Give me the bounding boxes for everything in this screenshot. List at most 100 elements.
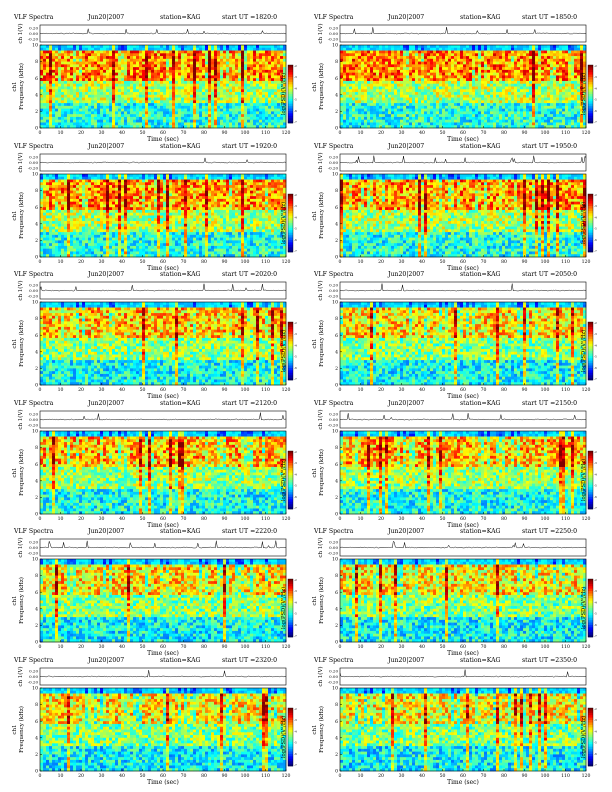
y-tick-label: 0 (35, 255, 38, 261)
x-tick-label: 80 (501, 130, 507, 136)
x-tick-label: 0 (339, 773, 342, 779)
y-tick-label: 2 (35, 752, 38, 758)
x-tick-label: 10 (358, 516, 364, 522)
y-tick-label: 6 (35, 462, 38, 468)
x-tick-label: 0 (39, 387, 42, 393)
spectrogram-svg: 0.200.00-0.20 ch 1(V) 0 2 4 6 8 10 ch1 Frequency … (312, 152, 597, 272)
x-tick-label: 80 (201, 644, 207, 650)
colorbar-tick-label: -3 (294, 718, 297, 722)
waveform-frame (39, 410, 287, 429)
colorbar-tick-label: -2 (294, 193, 297, 197)
y-tick-label: 0 (335, 383, 338, 389)
x-tick-label: 110 (561, 516, 570, 522)
panel-station: station=KAG (160, 143, 201, 150)
x-tick-label: 40 (119, 259, 125, 265)
y-tick-label: 2 (335, 366, 338, 372)
waveform-tick-label: 0.00 (329, 545, 338, 550)
waveform-tick-label: -0.20 (28, 37, 39, 42)
x-tick-label: 100 (541, 130, 550, 136)
panel-title: VLF Spectra (14, 657, 53, 664)
spectrogram-heatmap (40, 174, 287, 258)
x-tick-label: 30 (99, 387, 105, 393)
x-tick-label: 110 (561, 773, 570, 779)
colorbar-tick-label: -4 (594, 215, 597, 219)
colorbar-tick-label: -2 (294, 707, 297, 711)
waveform-trace (339, 540, 587, 549)
x-tick-label: 0 (39, 130, 42, 136)
x-tick-label: 30 (399, 387, 405, 393)
spectrogram-svg: 0.200.00-0.20 ch 1(V) 0 2 4 6 8 10 ch1 Frequency … (12, 280, 297, 400)
spectrogram-panel-2: VLF Spectra Jun20|2007 station=KAG start UT… (302, 14, 598, 144)
spectrogram-heatmap (40, 688, 287, 772)
colorbar-tick-label: -6 (594, 238, 597, 242)
colorbar-tick-label: -2 (594, 193, 597, 197)
waveform-tick-label: -0.20 (28, 294, 39, 299)
x-tick-label: 10 (358, 644, 364, 650)
waveform-ylabel: ch 1(V) (17, 666, 24, 686)
x-tick-label: 40 (419, 644, 425, 650)
waveform-frame (339, 538, 587, 557)
x-tick-label: 20 (378, 773, 384, 779)
waveform-tick-label: 0.00 (329, 288, 338, 293)
x-tick-label: 30 (99, 773, 105, 779)
channel-ylabel: ch1 (312, 724, 318, 734)
colorbar-tick-label: -2 (594, 578, 597, 582)
waveform-frame (39, 24, 287, 43)
y-tick-label: 8 (35, 445, 38, 451)
y-tick-label: 4 (335, 735, 338, 741)
x-tick-label: 110 (261, 773, 270, 779)
x-tick-label: 110 (561, 387, 570, 393)
y-tick-label: 2 (35, 623, 38, 629)
x-tick-label: 100 (541, 773, 550, 779)
y-tick-label: 8 (335, 316, 338, 322)
y-tick-label: 4 (335, 221, 338, 227)
colorbar-tick-label: -6 (594, 495, 597, 499)
panel-start-ut: start UT =1950:0 (522, 143, 577, 150)
colorbar (588, 322, 593, 381)
spectrogram-panel-3: VLF Spectra Jun20|2007 station=KAG start UT… (2, 143, 298, 273)
y-tick-label: 6 (35, 719, 38, 725)
x-tick-label: 50 (140, 773, 146, 779)
panel-date: Jun20|2007 (388, 14, 424, 21)
y-tick-label: 10 (32, 172, 38, 178)
panel-date: Jun20|2007 (88, 528, 124, 535)
x-tick-label: 50 (440, 644, 446, 650)
x-tick-label: 20 (78, 773, 84, 779)
x-tick-label: 100 (541, 387, 550, 393)
colorbar-tick-label: -7 (594, 377, 597, 381)
channel-ylabel: ch1 (12, 724, 18, 734)
spectrogram-svg: 0.200.00-0.20 ch 1(V) 0 2 4 6 8 10 ch1 Frequency … (12, 537, 297, 657)
x-tick-label: 10 (358, 387, 364, 393)
panel-start-ut: start UT =2220:0 (222, 528, 277, 535)
waveform-trace (40, 28, 287, 35)
x-tick-label: 10 (58, 773, 64, 779)
panel-title: VLF Spectra (314, 400, 353, 407)
x-axis-label: Time (sec) (447, 779, 479, 786)
x-tick-label: 120 (582, 259, 591, 265)
y-tick-label: 10 (332, 557, 338, 563)
frequency-ylabel: Frequency (kHz) (318, 320, 325, 367)
waveform-tick-label: -0.20 (28, 680, 39, 685)
panel-title: VLF Spectra (14, 143, 53, 150)
spectrogram-heatmap (340, 302, 587, 386)
spectrogram-svg: 0.200.00-0.20 ch 1(V) 0 2 4 6 8 10 ch1 Frequency … (312, 666, 597, 786)
x-tick-label: 90 (522, 130, 528, 136)
waveform-trace (39, 157, 287, 164)
x-tick-label: 90 (222, 130, 228, 136)
colorbar-tick-label: -5 (594, 355, 597, 359)
waveform-tick-label: 0.00 (29, 160, 38, 165)
spectrogram-panel-10: VLF Spectra Jun20|2007 station=KAG start UT… (302, 528, 598, 658)
panel-date: Jun20|2007 (88, 143, 124, 150)
y-tick-label: 10 (32, 429, 38, 435)
y-tick-label: 0 (35, 512, 38, 518)
waveform-ylabel: ch 1(V) (17, 537, 24, 557)
colorbar-tick-label: -2 (594, 707, 597, 711)
x-tick-label: 30 (99, 644, 105, 650)
colorbar-tick-label: -3 (594, 332, 597, 336)
colorbar-tick-label: -4 (294, 729, 297, 733)
colorbar (588, 579, 593, 638)
panel-start-ut: start UT =2150:0 (522, 400, 577, 407)
y-tick-label: 8 (335, 573, 338, 579)
colorbar (288, 708, 293, 767)
x-tick-label: 90 (522, 644, 528, 650)
